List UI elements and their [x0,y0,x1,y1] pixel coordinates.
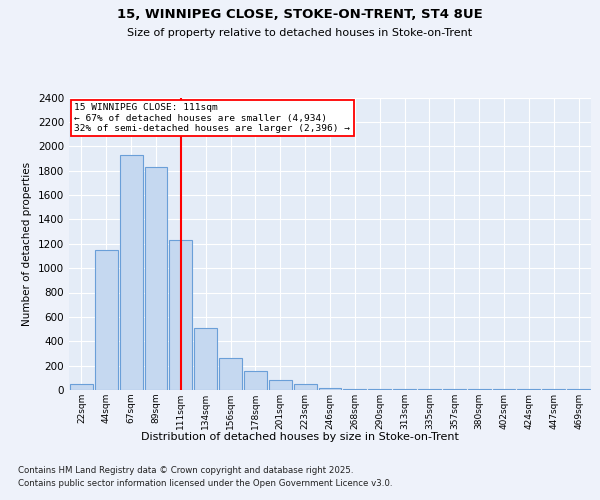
Bar [145,167,167,390]
Bar [194,328,217,390]
Bar [294,384,317,390]
Bar [343,389,366,390]
Text: Size of property relative to detached houses in Stoke-on-Trent: Size of property relative to detached ho… [127,28,473,38]
Text: Distribution of detached houses by size in Stoke-on-Trent: Distribution of detached houses by size … [141,432,459,442]
Text: Contains HM Land Registry data © Crown copyright and database right 2025.: Contains HM Land Registry data © Crown c… [18,466,353,475]
Bar [95,250,118,390]
Text: Contains public sector information licensed under the Open Government Licence v3: Contains public sector information licen… [18,479,392,488]
Bar [120,155,143,390]
Bar [319,388,341,390]
Bar [219,358,242,390]
Bar [269,380,292,390]
Text: 15, WINNIPEG CLOSE, STOKE-ON-TRENT, ST4 8UE: 15, WINNIPEG CLOSE, STOKE-ON-TRENT, ST4 … [117,8,483,20]
Text: 15 WINNIPEG CLOSE: 111sqm
← 67% of detached houses are smaller (4,934)
32% of se: 15 WINNIPEG CLOSE: 111sqm ← 67% of detac… [74,104,350,133]
Bar [244,371,267,390]
Bar [70,384,93,390]
Bar [169,240,192,390]
Y-axis label: Number of detached properties: Number of detached properties [22,162,32,326]
